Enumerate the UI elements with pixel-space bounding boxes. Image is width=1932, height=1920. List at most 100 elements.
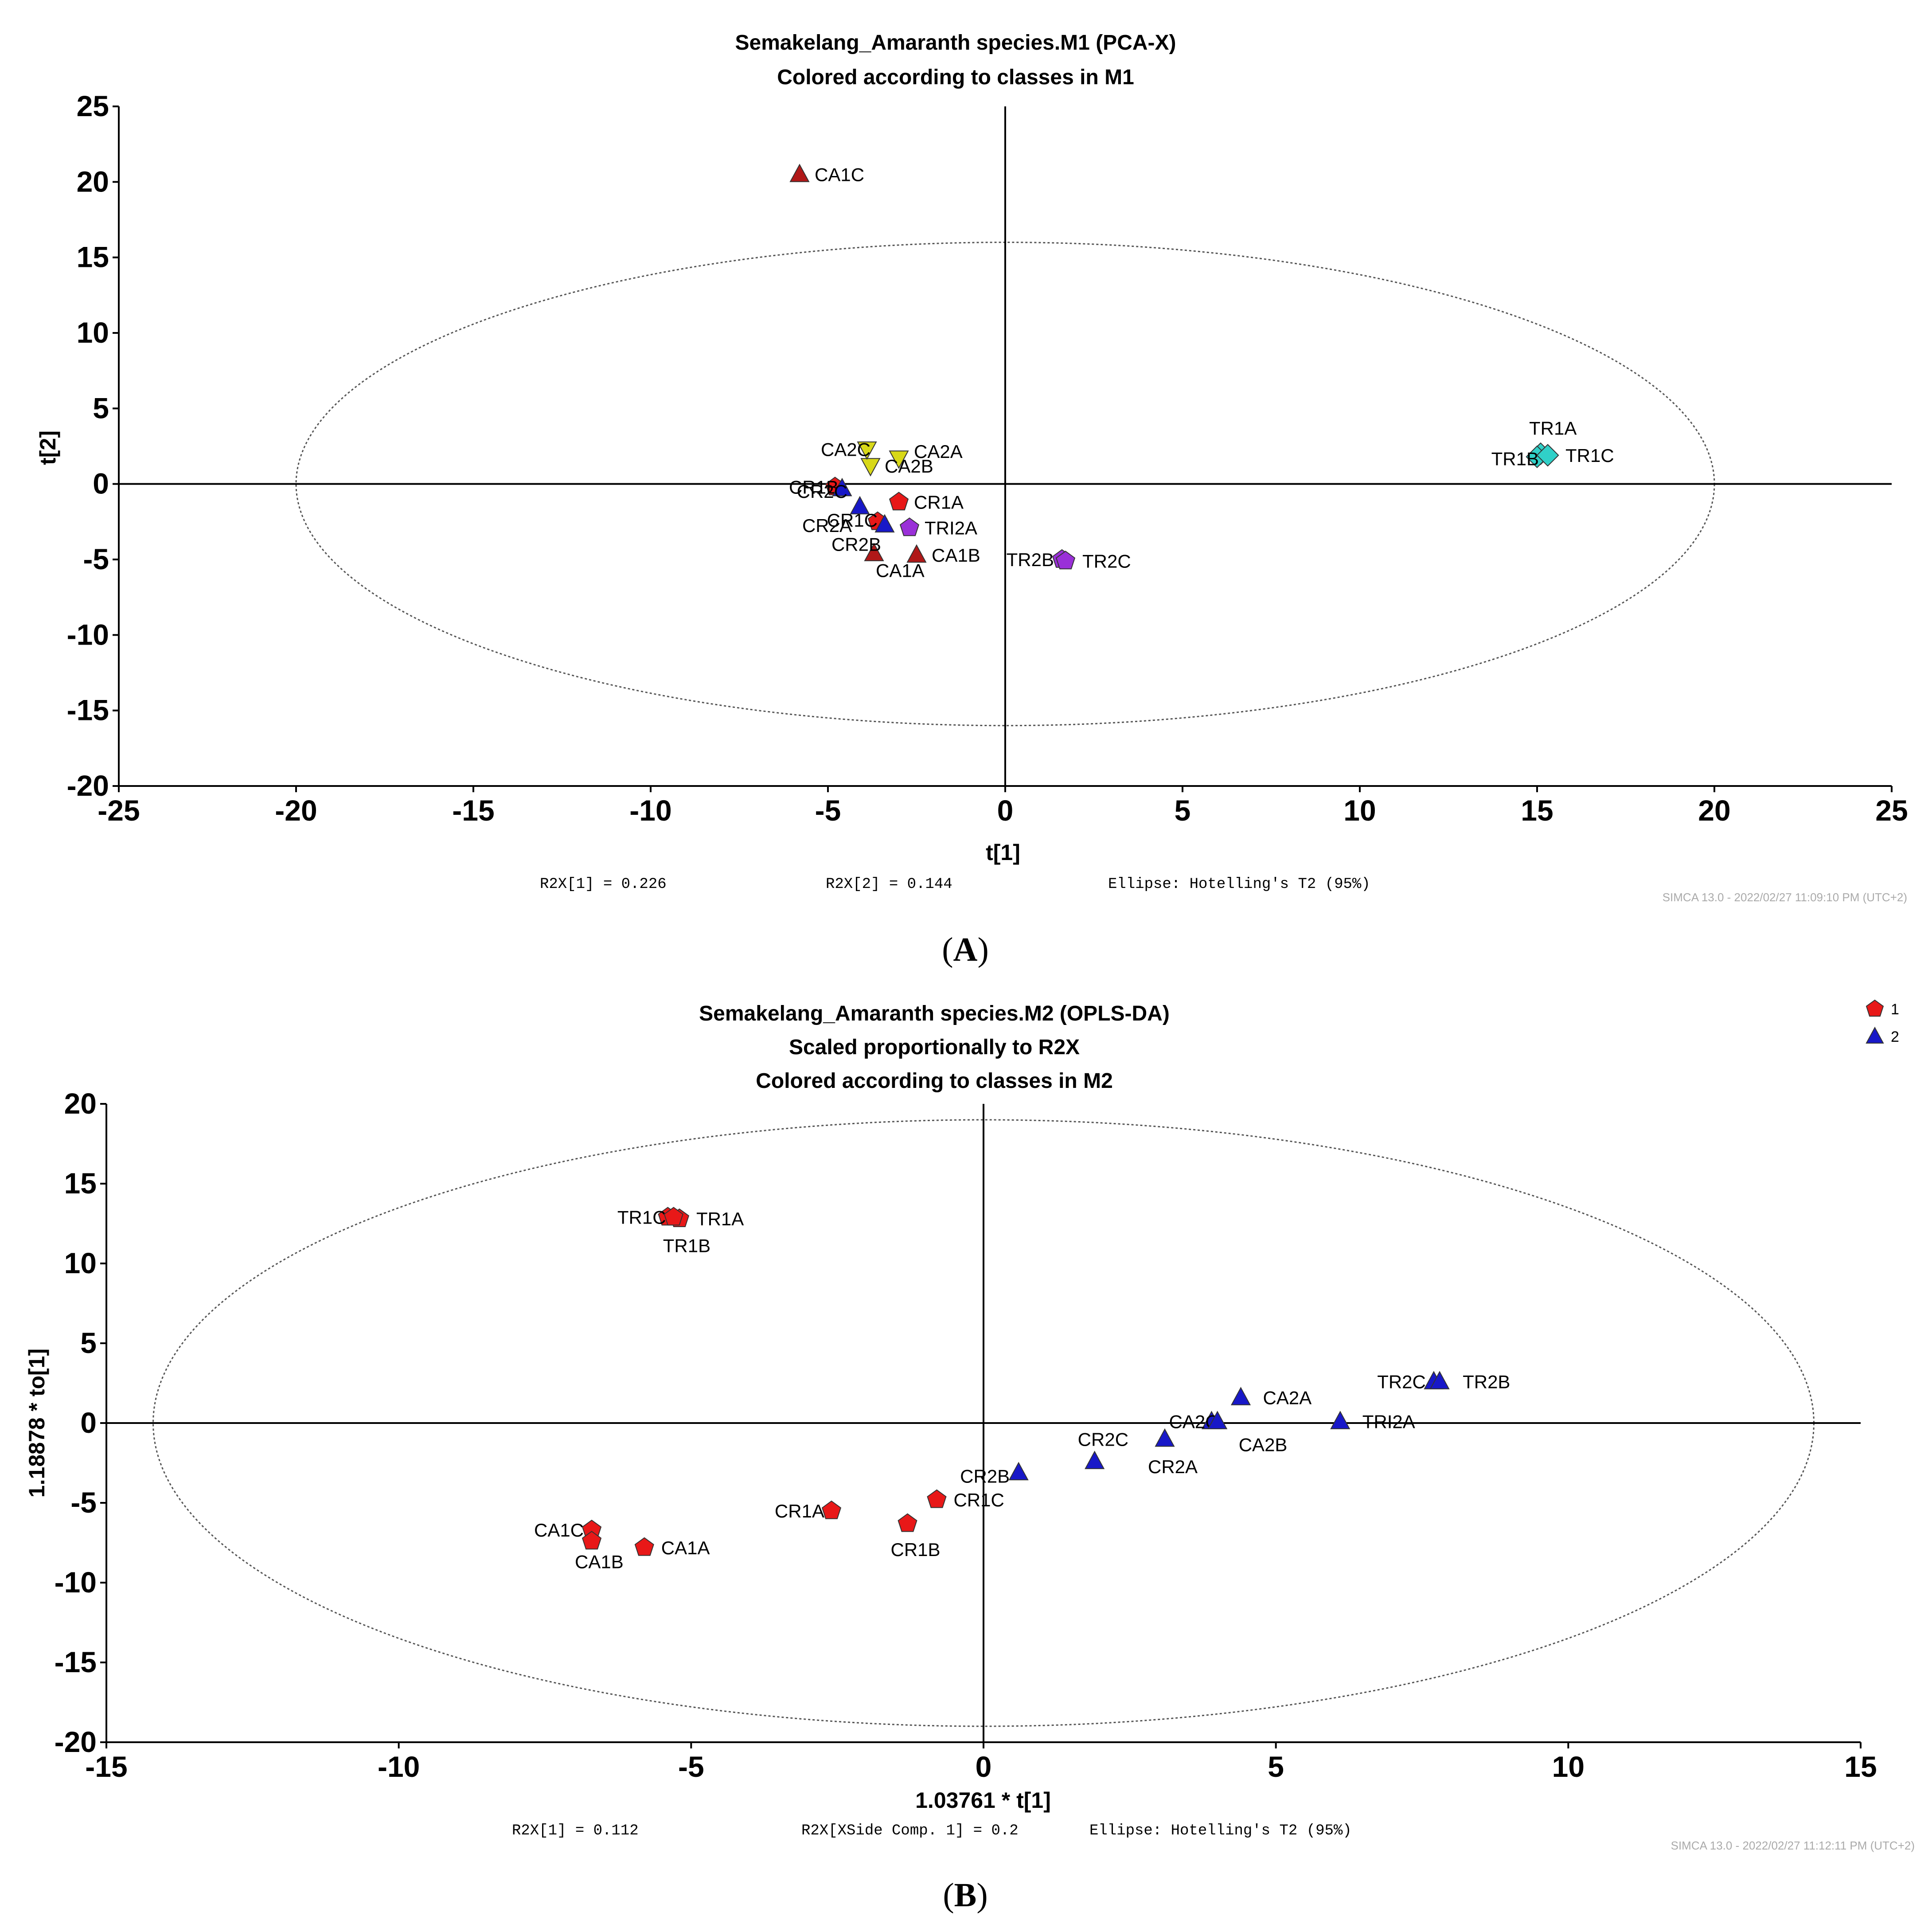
chart-a-x-tick-label: -15	[452, 794, 494, 827]
chart-a-point-ca1a	[864, 543, 884, 561]
chart-b-subtitle: Scaled proportionally to R2X	[789, 1036, 1080, 1059]
chart-b-point-label-tri2a: TRI2A	[1362, 1411, 1415, 1432]
chart-b-point-label-tr1b: TR1B	[663, 1236, 710, 1256]
chart-b-y-tick-label: 0	[80, 1406, 97, 1439]
chart-a-y-tick-label: 20	[77, 165, 109, 198]
chart-a-y-tick-label: -5	[83, 543, 109, 575]
chart-a-y-tick-label: 10	[77, 316, 109, 349]
chart-a-point-label-tr1b: TR1B	[1491, 448, 1539, 469]
chart-a-point-label-cr1a: CR1A	[914, 492, 964, 513]
chart-a-footer-r2x1: R2X[1] = 0.226	[540, 876, 667, 893]
chart-b-y-tick-label: 10	[64, 1247, 97, 1279]
panel-a-letter: A	[953, 931, 978, 968]
chart-a-point-cr2c	[832, 477, 852, 497]
chart-a-subtitle: Colored according to classes in M1	[777, 66, 1134, 89]
chart-a-point-label-ca2c: CA2C	[821, 439, 870, 460]
chart-b-point-ca2a	[1230, 1387, 1251, 1405]
chart-a-x-tick-label: -5	[815, 794, 841, 827]
chart-a-x-tick-label: 15	[1521, 794, 1553, 827]
chart-b-x-tick-label: -10	[378, 1750, 420, 1783]
chart-a-x-tick-label: 0	[997, 794, 1014, 827]
chart-b-point-label-ca2b: CA2B	[1239, 1434, 1288, 1455]
chart-a-point-tri2a	[899, 517, 920, 536]
chart-a-x-tick-label: -20	[275, 794, 317, 827]
chart-a-point-label-cr2b: CR2B	[831, 534, 881, 555]
chart-a-point-ca2c	[857, 441, 877, 460]
chart-a-point-label-cr2a: CR2A	[802, 515, 852, 536]
chart-b-y-tick-label: -10	[55, 1566, 97, 1599]
chart-a-x-tick-label: 10	[1343, 794, 1376, 827]
chart-b-point-cr2a	[1155, 1428, 1175, 1447]
chart-b-x-tick-label: 15	[1844, 1750, 1877, 1783]
chart-b-footer-ellipse: Ellipse: Hotelling's T2 (95%)	[1089, 1822, 1352, 1839]
chart-a-footer-ellipse: Ellipse: Hotelling's T2 (95%)	[1108, 876, 1370, 893]
chart-a-point-label-tr2c: TR2C	[1082, 551, 1131, 571]
chart-b-point-label-cr2c: CR2C	[1078, 1429, 1128, 1450]
chart-a-point-ca2b	[860, 458, 881, 477]
chart-b-point-label-ca1c: CA1C	[534, 1520, 584, 1541]
chart-a-point-ca2a	[889, 450, 909, 469]
chart-a-point-label-tr1c: TR1C	[1565, 445, 1614, 466]
chart-b-point-label-tr2c: TR2C	[1377, 1371, 1426, 1392]
chart-b-point-cr1c	[927, 1489, 947, 1508]
chart-a-point-cr2b	[874, 514, 895, 533]
chart-a-x-tick-label: -25	[98, 794, 140, 827]
chart-b-point-ca1b	[582, 1531, 602, 1550]
panel-a-label: (A)	[942, 931, 989, 968]
chart-b-x-tick-label: 10	[1552, 1750, 1585, 1783]
chart-a-x-tick-label: 20	[1698, 794, 1730, 827]
chart-a-y-tick-label: 5	[93, 391, 109, 424]
chart-a-point-label-tri2a: TRI2A	[925, 517, 977, 538]
chart-b-point-ca1a	[634, 1537, 654, 1556]
chart-b-y-tick-label: 15	[64, 1167, 97, 1200]
chart-a-point-label-cr1b: CR1B	[789, 477, 839, 497]
chart-a-x-tick-label: 25	[1875, 794, 1908, 827]
chart-b-point-label-cr1c: CR1C	[953, 1490, 1004, 1510]
chart-b-point-label-cr1a: CR1A	[775, 1501, 824, 1521]
chart-a-footer-r2x2: R2X[2] = 0.144	[826, 876, 952, 893]
chart-a-point-ca1c	[789, 164, 810, 182]
chart-b-y-tick-label: 5	[80, 1326, 97, 1359]
chart-b-point-cr1a	[821, 1500, 842, 1519]
chart-b-point-label-tr2b: TR2B	[1463, 1371, 1510, 1392]
chart-b-point-label-ca1b: CA1B	[575, 1551, 624, 1572]
chart-a-plot-area: -25 -20 -15 -10 -5 0 5 10 15 20 25-20-15-10-505101…	[67, 90, 1908, 827]
chart-a-y-tick-label: 25	[77, 90, 109, 122]
chart-a-y-tick-label: -10	[67, 618, 109, 651]
chart-b-point-tr2b	[1429, 1371, 1450, 1389]
chart-b-point-label-cr2b: CR2B	[960, 1466, 1010, 1487]
chart-a-y-axis-label: t[2]	[35, 430, 60, 465]
chart-a-point-tr1c	[1536, 444, 1559, 467]
chart-a-point-label-ca1b: CA1B	[932, 545, 980, 566]
chart-b-y-axis-label: 1.18878 * to[1]	[24, 1349, 49, 1498]
chart-b-point-tr1b	[664, 1207, 683, 1226]
chart-a-point-label-ca2a: CA2A	[914, 441, 963, 462]
chart-b-timestamp: SIMCA 13.0 - 2022/02/27 11:12:11 PM (UTC…	[1671, 1839, 1915, 1852]
chart-b-x-tick-label: 5	[1268, 1750, 1284, 1783]
chart-a-point-label-tr2b: TR2B	[1007, 549, 1054, 570]
chart-b-point-ca2b	[1207, 1411, 1228, 1429]
chart-a-y-tick-label: -20	[67, 769, 109, 802]
chart-b-point-label-tr1a: TR1A	[696, 1208, 744, 1229]
chart-b-point-label-cr1b: CR1B	[890, 1539, 940, 1560]
chart-a-point-label-ca2b: CA2B	[885, 456, 933, 477]
chart-b-legend-marker-1	[1866, 999, 1884, 1017]
chart-a-point-label-ca1c: CA1C	[815, 164, 864, 185]
chart-b-x-tick-label: -5	[678, 1750, 704, 1783]
chart-b-point-cr1b	[898, 1513, 917, 1532]
chart-b-legend-label-1: 1	[1891, 1001, 1899, 1018]
chart-b-y-tick-label: -15	[55, 1646, 97, 1678]
chart-a-y-tick-label: 0	[93, 467, 109, 500]
chart-b-subtitle2: Colored according to classes in M2	[756, 1069, 1113, 1093]
chart-a-title: Semakelang_Amaranth species.M1 (PCA-X)	[735, 31, 1176, 55]
chart-b-legend-label-2: 2	[1891, 1028, 1899, 1045]
chart-b-point-tri2a	[1330, 1411, 1350, 1429]
chart-a-point-tr2c	[1055, 551, 1076, 570]
chart-b-y-tick-label: -5	[70, 1486, 97, 1519]
chart-b-x-tick-label: 0	[976, 1750, 992, 1783]
chart-a-y-tick-label: 15	[77, 241, 109, 274]
chart-b-title: Semakelang_Amaranth species.M2 (OPLS-DA)	[699, 1002, 1170, 1025]
chart-a-point-label-cr2c: CR2C	[797, 481, 847, 502]
